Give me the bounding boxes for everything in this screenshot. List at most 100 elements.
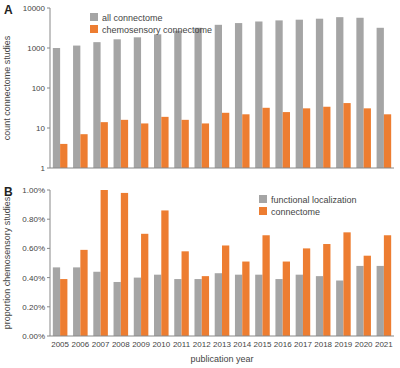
y-tick-label: 100 xyxy=(32,84,46,93)
legend-label: functional localization xyxy=(271,195,357,205)
x-tick-label: 2013 xyxy=(213,340,231,349)
legend: all connectomechemosensory connectome xyxy=(90,13,212,35)
y-axis xyxy=(50,8,51,168)
bar xyxy=(194,28,201,168)
bar xyxy=(182,120,189,168)
bar xyxy=(296,20,303,168)
bar xyxy=(154,34,161,168)
x-tick-label: 2011 xyxy=(173,340,191,349)
x-axis-label: publication year xyxy=(190,354,253,364)
bar xyxy=(182,251,189,336)
legend-label: all connectome xyxy=(102,13,163,23)
x-tick-label: 2015 xyxy=(254,340,272,349)
y-tick-label: 10000 xyxy=(23,4,46,13)
bar xyxy=(53,48,60,168)
y-tick-label: 10 xyxy=(36,124,45,133)
bar xyxy=(202,123,209,168)
legend-swatch xyxy=(90,25,98,33)
x-tick-label: 2020 xyxy=(355,340,373,349)
legend-label: connectome xyxy=(271,207,320,217)
x-tick-label: 2016 xyxy=(274,340,292,349)
x-tick-label: 2014 xyxy=(233,340,251,349)
y-tick-label: 1000 xyxy=(27,44,45,53)
x-axis xyxy=(50,336,394,337)
bar xyxy=(222,113,229,168)
x-tick-label: 2006 xyxy=(71,340,89,349)
bar xyxy=(323,244,330,336)
bar xyxy=(222,245,229,336)
bar xyxy=(235,23,242,168)
bar xyxy=(141,234,148,336)
bar xyxy=(283,112,290,168)
x-tick-label: 2008 xyxy=(112,340,130,349)
x-axis xyxy=(50,168,394,169)
bar xyxy=(53,267,60,336)
y-tick-label: 0.60% xyxy=(22,244,45,253)
bar xyxy=(377,266,384,336)
bar xyxy=(60,144,67,168)
x-tick-label: 2010 xyxy=(152,340,170,349)
y-tick-label: 1.00% xyxy=(22,186,45,195)
y-axis-label: proportion chemosensory studies xyxy=(2,196,12,329)
x-tick-label: 2012 xyxy=(193,340,211,349)
bar xyxy=(114,282,121,336)
bar xyxy=(336,17,343,168)
bar xyxy=(101,122,108,168)
bar xyxy=(323,107,330,168)
bar xyxy=(60,279,67,336)
x-tick-label: 2018 xyxy=(314,340,332,349)
bar xyxy=(134,37,141,168)
bar xyxy=(73,46,80,168)
bar xyxy=(303,108,310,168)
bar xyxy=(283,262,290,336)
bar xyxy=(275,279,282,336)
bar xyxy=(296,275,303,336)
figure: A 1 10 100 1000 10000 count connectome studies… xyxy=(0,0,400,368)
bar xyxy=(215,25,222,168)
bar xyxy=(235,275,242,336)
legend-swatch xyxy=(259,195,267,203)
bar xyxy=(377,28,384,168)
y-tick-label: 0.00% xyxy=(22,332,45,341)
bar xyxy=(215,273,222,336)
bar xyxy=(303,248,310,336)
bar xyxy=(161,117,168,168)
bar xyxy=(356,18,363,168)
x-tick-label: 2021 xyxy=(375,340,393,349)
x-tick-label: 2007 xyxy=(92,340,110,349)
bar xyxy=(121,120,128,168)
bar xyxy=(242,114,249,168)
bar xyxy=(343,103,350,168)
bar xyxy=(384,114,391,168)
bar xyxy=(141,123,148,168)
legend-swatch xyxy=(90,13,98,21)
bar xyxy=(194,279,201,336)
bar xyxy=(384,235,391,336)
bar xyxy=(336,281,343,336)
panel: A 1 10 100 1000 10000 count connectome studies… xyxy=(2,3,394,173)
bar xyxy=(161,210,168,336)
bar xyxy=(101,190,108,336)
bar xyxy=(202,276,209,336)
panel: B0.00%0.20%0.40%0.60%0.80%1.00%proportio… xyxy=(2,185,394,364)
y-axis xyxy=(50,190,51,336)
bar xyxy=(73,267,80,336)
bar xyxy=(275,20,282,168)
bar xyxy=(174,31,181,168)
bar xyxy=(93,42,100,168)
y-tick-label: 1 xyxy=(41,164,46,173)
legend: functional localization connectome xyxy=(259,195,357,217)
panel-label: A xyxy=(4,3,13,17)
y-tick-label: 0.20% xyxy=(22,303,45,312)
bar xyxy=(364,256,371,336)
bar xyxy=(121,193,128,336)
bar xyxy=(114,39,121,168)
bar xyxy=(255,275,262,336)
bar xyxy=(255,21,262,168)
bar xyxy=(242,262,249,336)
x-tick-label: 2005 xyxy=(51,340,69,349)
bar xyxy=(134,278,141,336)
y-tick-label: 0.40% xyxy=(22,274,45,283)
y-axis-label: count connectome studies xyxy=(2,35,12,140)
bar xyxy=(343,232,350,336)
